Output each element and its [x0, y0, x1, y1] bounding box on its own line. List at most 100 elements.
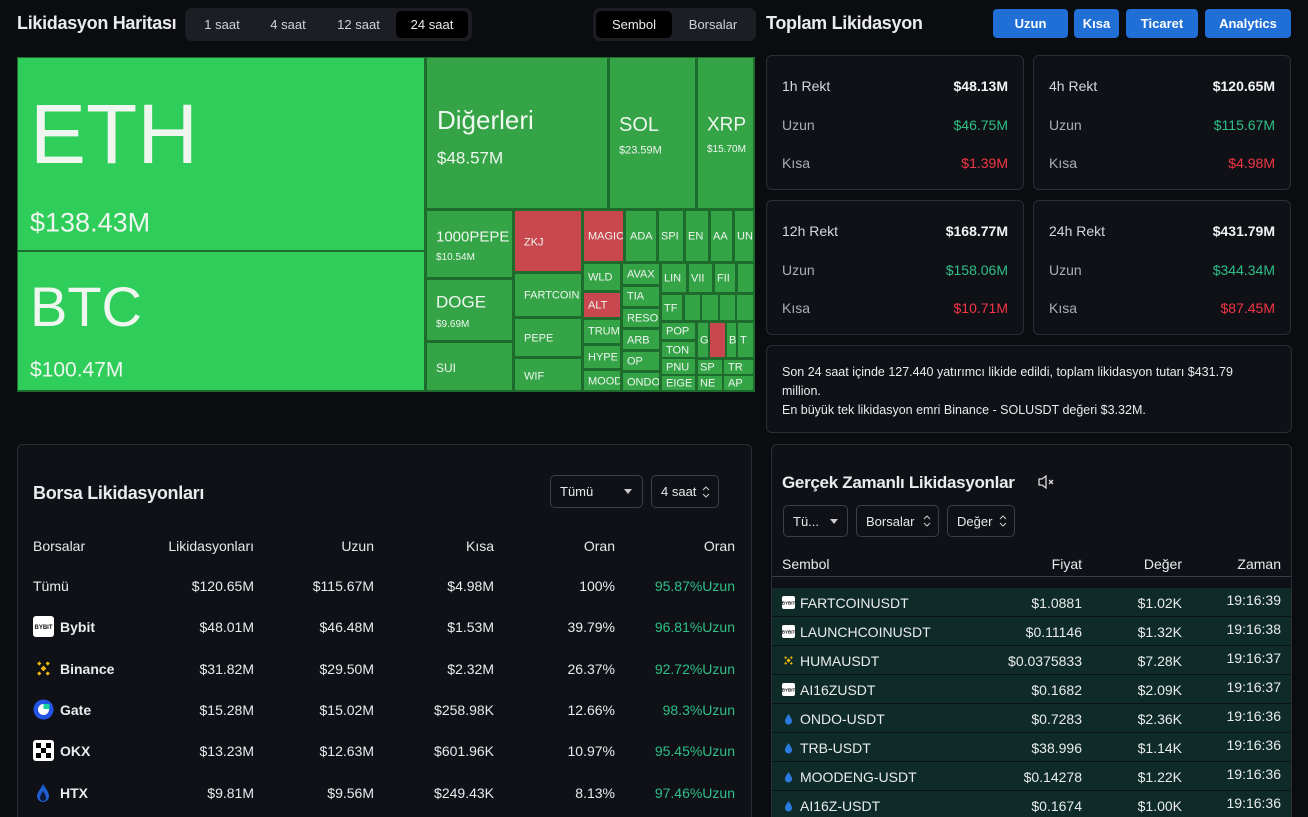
treemap-tile[interactable]	[709, 322, 726, 358]
treemap-tile[interactable]: HYPE	[583, 345, 621, 369]
treemap-tile[interactable]: AA	[710, 210, 733, 262]
liquidation-row[interactable]: MOODENG-USDT $0.14278 $1.22K 19:16:36	[772, 762, 1291, 790]
treemap-tile[interactable]: PEPE	[514, 318, 582, 357]
action-button[interactable]: Uzun	[993, 9, 1068, 38]
time-tab[interactable]: 12 saat	[337, 17, 380, 32]
treemap-tile[interactable]: POP	[661, 322, 696, 340]
treemap-tile[interactable]: TON	[661, 341, 696, 358]
treemap-tile[interactable]: SP	[697, 359, 723, 375]
tile-label: SPI	[661, 230, 679, 243]
liquidation-row[interactable]: ONDO-USDT $0.7283 $2.36K 19:16:36	[772, 704, 1291, 732]
stat-card: 4h Rekt $120.65M Uzun $115.67M Kısa $4.98M	[1033, 55, 1291, 190]
column-header: Kısa	[465, 538, 494, 554]
liquidation-row[interactable]: HUMAUSDT $0.0375833 $7.28K 19:16:37	[772, 646, 1291, 674]
tile-label: B	[729, 334, 737, 347]
filter-select[interactable]: Değer	[947, 505, 1015, 537]
symbol: AI16Z-USDT	[800, 798, 881, 814]
action-button[interactable]: Ticaret	[1126, 9, 1198, 38]
view-tab[interactable]: Borsalar	[688, 17, 738, 32]
treemap-tile[interactable]: VII	[688, 263, 713, 293]
totals-title: Toplam Likidasyon	[766, 13, 923, 33]
treemap-tile[interactable]: EN	[685, 210, 709, 262]
tile-label: HYPE	[588, 351, 618, 364]
table-cell: 12.66%	[567, 701, 615, 718]
time: 19:16:36	[1226, 766, 1282, 782]
treemap-tile[interactable]: 1000PEPE $10.54M	[426, 210, 513, 278]
liquidation-row[interactable]: AI16Z-USDT $0.1674 $1.00K 19:16:36	[772, 791, 1291, 817]
table-cell: $9.81M	[207, 784, 254, 801]
treemap-tile[interactable]: B	[726, 322, 737, 358]
view-tab[interactable]: Sembol	[596, 11, 672, 38]
treemap-tile[interactable]: SUI	[426, 342, 513, 391]
long-ratio: 95.45%Uzun	[654, 743, 735, 760]
time-tab[interactable]: 1 saat	[204, 17, 240, 32]
treemap-tile[interactable]: BTC $100.47M	[17, 251, 425, 391]
stat-value: $158.06M	[945, 262, 1008, 278]
tile-label: ALT	[588, 299, 608, 312]
treemap-tile[interactable]	[736, 294, 754, 321]
treemap-tile[interactable]	[701, 294, 719, 321]
action-button[interactable]: Kısa	[1074, 9, 1119, 38]
treemap-tile[interactable]: EIGE	[661, 375, 696, 391]
treemap-tile[interactable]: T	[737, 322, 754, 358]
exchange-icon: BYBIT	[782, 683, 795, 696]
treemap-tile[interactable]: ADA	[625, 210, 657, 262]
treemap-tile[interactable]: SPI	[658, 210, 684, 262]
long-ratio: 96.81%Uzun	[654, 619, 735, 636]
mute-icon[interactable]	[1037, 474, 1057, 490]
treemap-tile[interactable]: OP	[622, 351, 660, 371]
long-ratio: 92.72%Uzun	[654, 660, 735, 677]
treemap-tile[interactable]: WLD	[583, 263, 621, 291]
tile-label: ETH	[30, 87, 198, 181]
table-cell: $0.11146	[1025, 624, 1082, 640]
treemap-tile[interactable]: UN	[734, 210, 754, 262]
long-ratio: 98.3%Uzun	[662, 701, 735, 718]
treemap-tile[interactable]: XRP $15.70M	[697, 57, 754, 209]
time-tab[interactable]: 4 saat	[270, 17, 306, 32]
treemap-tile[interactable]: ZKJ	[514, 210, 582, 272]
treemap-tile[interactable]: ALT	[583, 292, 621, 318]
treemap-tile[interactable]: WIF	[514, 358, 582, 391]
treemap-tile[interactable]: TF	[661, 294, 683, 321]
treemap-tile[interactable]	[719, 294, 736, 321]
treemap-tile[interactable]: PNU	[661, 358, 696, 375]
treemap-tile[interactable]	[737, 263, 754, 293]
treemap-tile[interactable]: MAGIC	[583, 210, 624, 262]
treemap-tile[interactable]: Diğerleri $48.57M	[426, 57, 608, 209]
table-cell: $1.53M	[447, 619, 494, 636]
stat-value: $46.75M	[953, 117, 1008, 133]
tile-label: ADA	[630, 230, 653, 243]
treemap-tile[interactable]: FII	[714, 263, 736, 293]
time-tab[interactable]: 24 saat	[396, 11, 468, 38]
liquidation-row[interactable]: TRB-USDT $38.996 $1.14K 19:16:36	[772, 733, 1291, 761]
treemap-tile[interactable]	[684, 294, 701, 321]
treemap-tile[interactable]: RESO	[622, 308, 660, 328]
treemap-tile[interactable]: FARTCOIN	[514, 273, 582, 317]
treemap-tile[interactable]: ARB	[622, 329, 660, 350]
filter-select[interactable]: Tümü	[550, 475, 643, 508]
tile-value: $15.70M	[707, 144, 746, 155]
treemap-tile[interactable]: ONDO	[622, 372, 660, 391]
treemap-tile[interactable]: SOL $23.59M	[609, 57, 696, 209]
filter-select[interactable]: 4 saat	[651, 475, 719, 508]
treemap-tile[interactable]: NE	[697, 375, 723, 391]
treemap-tile[interactable]: MOOD	[583, 370, 621, 391]
treemap-tile[interactable]: TRUM	[583, 319, 621, 344]
treemap-tile[interactable]: DOGE $9.69M	[426, 279, 513, 341]
treemap-tile[interactable]: G	[697, 322, 709, 358]
stat-value: $168.77M	[945, 223, 1008, 239]
filter-select[interactable]: Tü...	[783, 505, 848, 537]
filter-select[interactable]: Borsalar	[856, 505, 939, 537]
action-button[interactable]: Analytics	[1205, 9, 1291, 38]
liquidation-row[interactable]: BYBIT LAUNCHCOINUSDT $0.11146 $1.32K 19:16:3…	[772, 617, 1291, 645]
column-header: Zaman	[1237, 556, 1281, 572]
treemap-tile[interactable]: TIA	[622, 286, 660, 307]
treemap-tile[interactable]: LIN	[661, 263, 687, 293]
treemap-tile[interactable]: AP	[723, 375, 754, 391]
treemap-tile[interactable]: TR	[723, 359, 754, 375]
treemap-tile[interactable]: AVAX	[622, 263, 660, 285]
liquidation-row[interactable]: BYBIT FARTCOINUSDT $1.0881 $1.02K 19:16:39	[772, 588, 1291, 616]
tile-label: SUI	[436, 361, 457, 375]
treemap-tile[interactable]: ETH $138.43M	[17, 57, 425, 251]
liquidation-row[interactable]: BYBIT AI16ZUSDT $0.1682 $2.09K 19:16:37	[772, 675, 1291, 703]
